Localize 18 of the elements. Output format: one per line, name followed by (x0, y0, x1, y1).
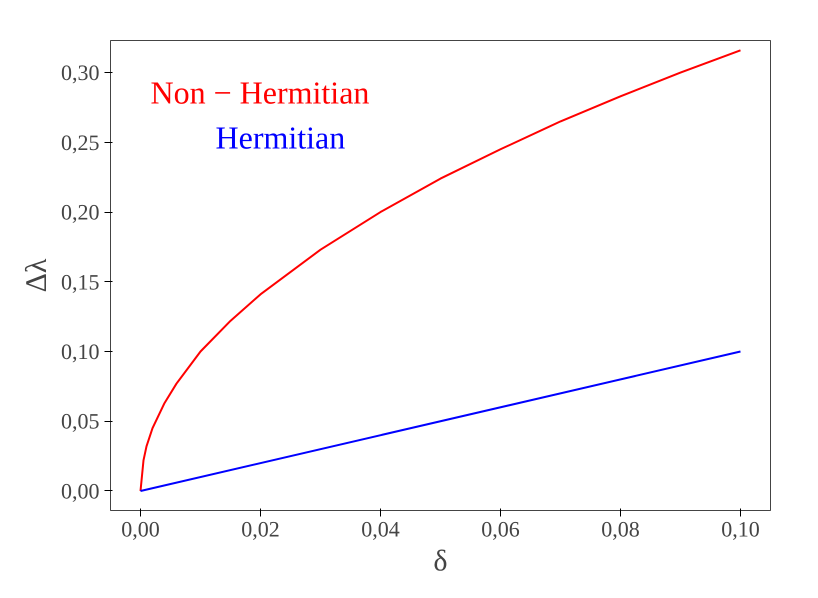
text: Hermitian (216, 120, 346, 156)
x-tick-label: 0,04 (361, 516, 400, 542)
y-tick-label: 0,10 (61, 339, 100, 364)
x-tick-label: 0,08 (601, 516, 640, 542)
x-tick-label: 0,02 (241, 516, 280, 542)
y-axis-title: Δλ (20, 258, 53, 292)
y-tick-label: 0,15 (61, 269, 100, 294)
line-series (140, 49, 742, 492)
y-tick-label: 0,00 (61, 478, 100, 504)
y-tick-label: 0,05 (61, 408, 100, 434)
text: Non − Hermitian (150, 74, 370, 110)
y-tick-label: 0,20 (61, 200, 100, 225)
y-tick-label: 0,30 (61, 60, 100, 86)
x-tick-label: 0,06 (481, 516, 520, 542)
x-axis-title: δ (433, 544, 448, 578)
x-tick-label: 0,00 (121, 516, 160, 542)
y-tick-label: 0,25 (61, 130, 100, 155)
x-tick-label: 0,10 (721, 516, 760, 542)
